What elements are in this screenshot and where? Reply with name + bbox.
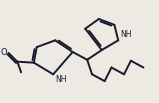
Text: NH: NH	[55, 75, 67, 84]
Text: NH: NH	[120, 30, 132, 39]
Text: O: O	[0, 48, 7, 57]
